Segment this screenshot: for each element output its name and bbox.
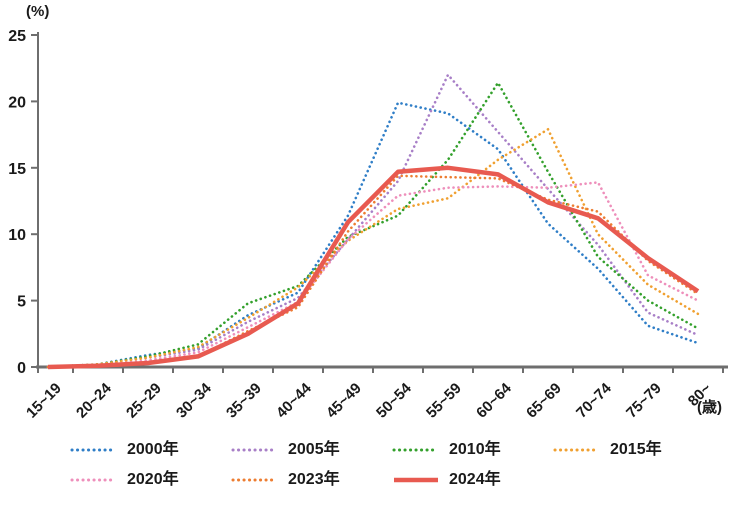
y-axis-tick-label: 25: [8, 28, 26, 45]
x-axis-category-label: 40~44: [273, 379, 315, 421]
x-axis-category-label: 50~54: [373, 379, 415, 421]
legend-label: 2015年: [610, 441, 662, 458]
y-axis-tick-label: 15: [8, 161, 26, 178]
x-axis-category-label: 15~19: [23, 380, 65, 422]
legend-label: 2010年: [449, 441, 501, 458]
legend-marker-icon: [394, 477, 438, 483]
legend-label: 2005年: [288, 441, 340, 458]
legend-marker-icon: [392, 448, 440, 452]
chart-legend: 2000年 2005年 2010年 2015年 2020年 2023年 2024年: [70, 442, 690, 488]
x-axis-category-label: 70~74: [573, 379, 615, 421]
x-axis-category-label: 45~49: [323, 380, 365, 422]
x-axis-category-label: 25~29: [123, 380, 165, 422]
series-line-2000年: [46, 101, 700, 369]
x-axis-unit-label: (歳): [697, 398, 722, 416]
x-axis-category-label: 20~24: [73, 379, 115, 421]
legend-item-2023年: 2023年: [231, 472, 392, 488]
y-axis-tick-label: 20: [8, 94, 26, 111]
series-line-2024年: [47, 165, 700, 370]
legend-label: 2020年: [127, 471, 179, 488]
legend-marker-icon: [70, 448, 118, 452]
legend-label: 2000年: [127, 441, 179, 458]
legend-item-2015年: 2015年: [553, 442, 714, 458]
x-axis-category-label: 35~39: [223, 380, 265, 422]
series-line-2010年: [46, 81, 700, 369]
legend-item-2010年: 2010年: [392, 442, 553, 458]
legend-item-2020年: 2020年: [70, 472, 231, 488]
legend-row: 2000年 2005年 2010年 2015年: [70, 442, 690, 458]
legend-row: 2020年 2023年 2024年: [70, 472, 690, 488]
x-axis-category-label: 55~59: [423, 380, 465, 422]
legend-marker-icon: [553, 448, 601, 452]
legend-item-2005年: 2005年: [231, 442, 392, 458]
series-line-2020年: [46, 181, 700, 369]
series-line-2015年: [46, 128, 700, 369]
y-axis-unit-label: (%): [26, 3, 49, 20]
y-axis-tick-label: 0: [17, 360, 26, 377]
legend-marker-icon: [70, 478, 118, 482]
legend-item-2000年: 2000年: [70, 442, 231, 458]
legend-item-2024年: 2024年: [392, 472, 553, 488]
x-axis-category-label: 60~64: [473, 379, 515, 421]
x-axis-category-label: 75~79: [623, 380, 665, 422]
legend-marker-icon: [231, 448, 279, 452]
y-axis-tick-label: 10: [8, 227, 26, 244]
age-distribution-line-chart: 0 5 10 15 20 25(%) 15~19 20~24 25~29 30~34 35~39 40…: [8, 3, 728, 422]
legend-label: 2023年: [288, 471, 340, 488]
legend-label: 2024年: [449, 471, 501, 488]
y-axis-tick-label: 5: [17, 294, 26, 311]
x-axis-category-label: 30~34: [173, 379, 215, 421]
legend-marker-icon: [231, 478, 279, 482]
x-axis-category-label: 65~69: [523, 380, 565, 422]
